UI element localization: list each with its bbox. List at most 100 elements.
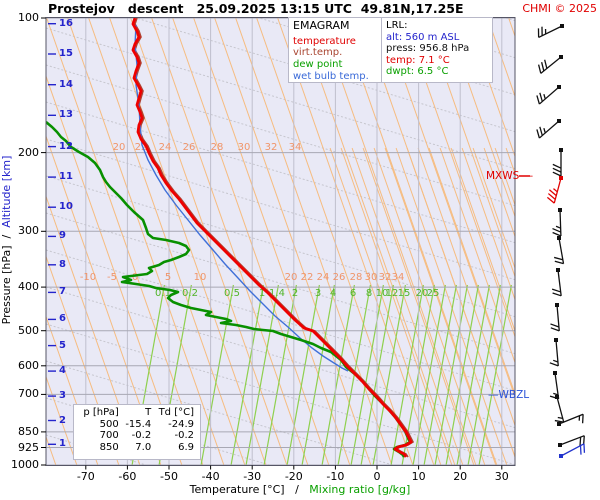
mixing-ratio-line [372, 284, 406, 466]
adiabat-line [319, 17, 477, 466]
isoline-gray-diagonal [46, 138, 515, 281]
copyright-label: CHMI © 2025 [522, 2, 597, 15]
plot-border [45, 17, 516, 466]
mixing-ratio-value-label: 1.4 [269, 288, 285, 299]
wind-barb-line [553, 359, 559, 363]
wind-barb [551, 268, 562, 297]
temperature-trace [131, 17, 413, 458]
levels-table: p [hPa] T Td [°C] 500 -15.4 -24.9 700 -0.2 -0.… [73, 404, 201, 460]
wind-barb-dot [559, 148, 563, 152]
wind-barb-line [539, 126, 543, 136]
mixing-ratio-value-label: 25 [427, 288, 440, 299]
mixing-ratio-line [456, 284, 490, 466]
mixing-ratio-value-label: 4 [330, 288, 336, 299]
adiabat-line [424, 17, 515, 279]
pressure-tick-label: 500 [18, 323, 39, 337]
temperature-tick-label: -30 [243, 469, 262, 483]
wind-barb [549, 371, 560, 400]
wind-barb-line [547, 193, 556, 200]
x-axis-title: Temperature [°C] / Mixing ratio [g/kg] [150, 483, 450, 496]
wind-barb-dot [559, 176, 563, 180]
altitude-tick-label: 6 [59, 313, 66, 325]
legend-item-wet-bulb: wet bulb temp. [293, 70, 369, 82]
mixing-ratio-line [230, 284, 264, 466]
altitude-tick-label: 5 [59, 339, 66, 351]
altitude-tick-label: 15 [59, 48, 73, 59]
adiabat-line [130, 17, 288, 466]
adiabat-line [505, 147, 515, 175]
wind-barb-line [536, 95, 541, 105]
temperature-tick-label: -70 [76, 469, 95, 483]
adiabat-line [214, 17, 372, 466]
wind-barb-dot [557, 85, 561, 89]
pressure-tick-label: 200 [18, 145, 39, 159]
table-row: 850 7.0 6.9 [99, 441, 194, 453]
adiabat-value-label: 28 [211, 142, 224, 153]
wind-barb [537, 55, 563, 74]
altitude-tick-label: 13 [59, 109, 73, 121]
adiabat-line [487, 17, 515, 98]
wind-barb-line [541, 62, 545, 72]
pressure-tick-label: 600 [18, 358, 39, 372]
wind-barb-line [548, 189, 557, 197]
temperature-tick-label: 0 [373, 469, 381, 483]
isoline-gray-diagonal [46, 360, 397, 466]
pressure-tick-label: 1000 [11, 458, 39, 471]
wind-barb-line [546, 196, 555, 204]
wind-barb-dot [557, 119, 561, 123]
temperature-tick-label: -20 [284, 469, 303, 483]
adiabat-line [193, 17, 351, 466]
mixing-ratio-value-label: 20 [416, 288, 429, 299]
temperature-axis-label: Temperature [°C] / [189, 483, 310, 496]
adiabat-value-label: 0 [132, 272, 138, 283]
temperature-tick-label: 30 [494, 469, 509, 483]
mixing-ratio-value-label: 2 [292, 288, 298, 299]
legend-item-virt-temp: virt.temp. [293, 47, 343, 59]
levels-table-header: p [hPa] T Td [°C] [83, 407, 194, 418]
wind-barb [558, 435, 585, 447]
wet-bulb-zero-label: —WBZL [488, 389, 530, 401]
adiabat-value-label: 34 [289, 142, 302, 153]
page-title: Prostejov descent 25.09.2025 13:15 UTC 4… [48, 1, 464, 16]
wind-barb-line [552, 163, 562, 169]
mixing-ratio-line [478, 284, 512, 466]
mixing-ratio-value-label: 0.5 [224, 288, 240, 299]
wind-barb-line [538, 120, 560, 139]
info-dwpt: dwpt: 6.5 °C [386, 66, 449, 78]
adiabat-line [46, 74, 183, 466]
mixing-ratio-value-label: 6 [350, 288, 356, 299]
info-alt: alt: 560 m ASL [386, 31, 460, 43]
isoline-gray-diagonal [46, 101, 515, 244]
altitude-tick-label: 11 [59, 171, 73, 183]
wind-barb-dot [557, 236, 561, 240]
wind-barb-line [552, 227, 562, 233]
wind-barb-line [552, 171, 562, 177]
altitude-tick-label: 9 [59, 230, 66, 242]
adiabat-line [417, 147, 515, 427]
mixing-ratio-line [423, 284, 457, 466]
wind-barb-dot [560, 24, 564, 28]
wind-barb-dot [555, 395, 559, 399]
adiabat-value-label: 5 [165, 272, 171, 283]
mixing-ratio-line [301, 284, 335, 466]
temperature-tick-label: 10 [411, 469, 426, 483]
mixing-ratio-value-label: 1 [259, 288, 265, 299]
temperature-tick-label: -50 [160, 469, 178, 483]
adiabat-line [472, 147, 515, 270]
wind-barb-line [550, 327, 560, 332]
adiabat-line [403, 17, 515, 339]
wind-barb [552, 208, 562, 237]
mixing-ratio-line [245, 284, 279, 466]
altitude-tick-label: 16 [59, 17, 73, 29]
wind-barb-line [550, 323, 560, 328]
wind-barb-line [537, 64, 542, 74]
adiabat-line [445, 17, 515, 218]
wind-barb [537, 24, 564, 38]
wind-barb-line [582, 435, 585, 445]
mixing-ratio-value-label: 0.1 [155, 288, 171, 299]
altitude-tick-label: 8 [59, 258, 66, 270]
adiabat-line [382, 17, 515, 399]
wind-barb-line [552, 292, 562, 297]
adiabat-value-label: 26 [333, 272, 346, 283]
info-temp: temp: 7.1 °C [386, 54, 450, 66]
